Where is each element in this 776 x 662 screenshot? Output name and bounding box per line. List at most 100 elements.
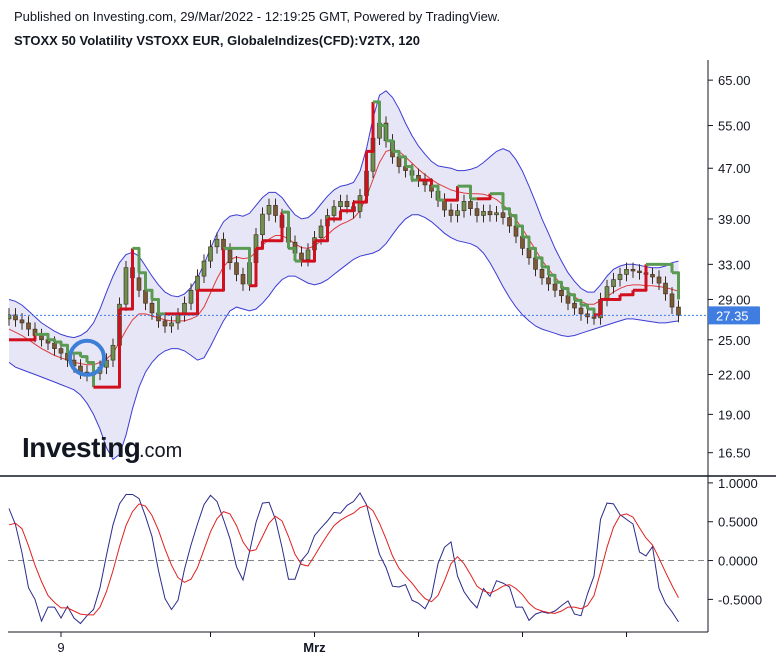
supertrend-segment bbox=[399, 155, 407, 167]
supertrend-segment bbox=[61, 343, 69, 354]
supertrend-segment bbox=[132, 246, 141, 273]
candle bbox=[260, 207, 265, 242]
candle bbox=[487, 204, 493, 222]
candle bbox=[455, 204, 460, 223]
candle bbox=[611, 272, 616, 294]
candle-body bbox=[260, 213, 265, 236]
candle bbox=[650, 267, 655, 284]
oscillator-tick-label: 1.0000 bbox=[718, 476, 758, 491]
chart-title: STOXX 50 Volatility VSTOXX EUR, GlobaleI… bbox=[14, 33, 420, 48]
candle-body bbox=[676, 306, 681, 316]
candle-body bbox=[604, 286, 610, 300]
supertrend-segment bbox=[483, 193, 492, 201]
supertrend-segment bbox=[347, 202, 355, 213]
price-tick-label: 16.50 bbox=[718, 446, 751, 461]
candle bbox=[273, 198, 278, 223]
supertrend-segment bbox=[522, 235, 531, 249]
candle bbox=[136, 271, 142, 298]
candle-body bbox=[13, 314, 18, 321]
candle-body bbox=[624, 269, 629, 275]
candle-body bbox=[617, 274, 623, 280]
candle-body bbox=[234, 262, 239, 275]
price-tick-label: 39.00 bbox=[718, 212, 751, 227]
candle-body bbox=[468, 201, 473, 209]
supertrend-segment bbox=[425, 178, 433, 187]
candle-body bbox=[559, 289, 564, 297]
candle-body bbox=[214, 238, 220, 248]
supertrend-segment bbox=[126, 248, 134, 311]
candle-body bbox=[494, 212, 499, 216]
supertrend-segment bbox=[282, 210, 290, 249]
candle-body bbox=[208, 246, 213, 262]
candle bbox=[19, 313, 25, 330]
bollinger-lower-line bbox=[8, 214, 679, 461]
candle-body bbox=[500, 212, 506, 218]
supertrend-segment bbox=[366, 101, 375, 153]
candle-body bbox=[162, 320, 168, 327]
candle-body bbox=[539, 269, 545, 279]
price-tick-label: 47.00 bbox=[718, 161, 751, 176]
candle-body bbox=[110, 344, 116, 361]
candle-body bbox=[663, 282, 668, 295]
candle-body bbox=[533, 257, 538, 270]
price-tick-label: 33.00 bbox=[718, 257, 751, 272]
candle-body bbox=[455, 210, 460, 216]
candle bbox=[162, 314, 168, 333]
supertrend-segment bbox=[535, 256, 544, 267]
oscillator-main-line bbox=[8, 492, 679, 625]
supertrend-segment bbox=[191, 290, 199, 316]
candle-body bbox=[195, 275, 200, 291]
candle bbox=[214, 232, 220, 254]
candle bbox=[26, 316, 31, 337]
candle bbox=[624, 262, 629, 282]
candle bbox=[481, 204, 486, 223]
candle bbox=[240, 267, 246, 291]
supertrend-segment bbox=[28, 334, 37, 342]
supertrend-segment bbox=[87, 360, 95, 388]
candle bbox=[266, 198, 272, 221]
candle-body bbox=[507, 217, 512, 227]
candle-body bbox=[656, 276, 662, 284]
supertrend-segment bbox=[542, 265, 550, 276]
candle bbox=[461, 194, 467, 218]
supertrend-segment bbox=[626, 290, 635, 297]
candle-body bbox=[240, 274, 246, 285]
candle-body bbox=[448, 209, 454, 216]
candle-body bbox=[650, 274, 655, 278]
oscillator-panel bbox=[8, 492, 708, 625]
candle-body bbox=[169, 322, 174, 327]
candle bbox=[123, 260, 129, 312]
candle bbox=[110, 338, 116, 367]
candle-body bbox=[331, 206, 337, 216]
candle-body bbox=[188, 289, 194, 304]
candle-body bbox=[552, 283, 558, 291]
supertrend-segment bbox=[308, 240, 316, 263]
candle-body bbox=[344, 201, 350, 207]
candle-body bbox=[318, 225, 324, 238]
price-tick-label: 25.00 bbox=[718, 333, 751, 348]
candle-body bbox=[474, 208, 480, 216]
price-tick-label: 22.00 bbox=[718, 368, 751, 383]
candle-body bbox=[26, 322, 31, 330]
price-tick-label: 19.00 bbox=[718, 407, 751, 422]
supertrend-segment bbox=[275, 212, 284, 243]
supertrend-segment bbox=[360, 151, 368, 204]
supertrend-segment bbox=[464, 184, 472, 199]
supertrend-segment bbox=[639, 264, 648, 292]
supertrend-segment bbox=[80, 355, 89, 363]
candle bbox=[637, 264, 642, 280]
candle bbox=[208, 240, 213, 268]
candle bbox=[201, 254, 207, 284]
candle-body bbox=[52, 342, 57, 349]
candle-body bbox=[630, 269, 636, 272]
supertrend-segment bbox=[386, 139, 394, 152]
candle-body bbox=[338, 201, 343, 207]
supertrend-segment bbox=[613, 294, 622, 301]
supertrend-line bbox=[9, 100, 680, 389]
time-tick-label: Mrz bbox=[303, 640, 326, 655]
candle-body bbox=[149, 302, 155, 314]
oscillator-axis: 1.0000 0.5000 0.0000 -0.5000 bbox=[708, 476, 762, 607]
bollinger-band-fill bbox=[9, 90, 679, 460]
candle bbox=[656, 270, 662, 290]
